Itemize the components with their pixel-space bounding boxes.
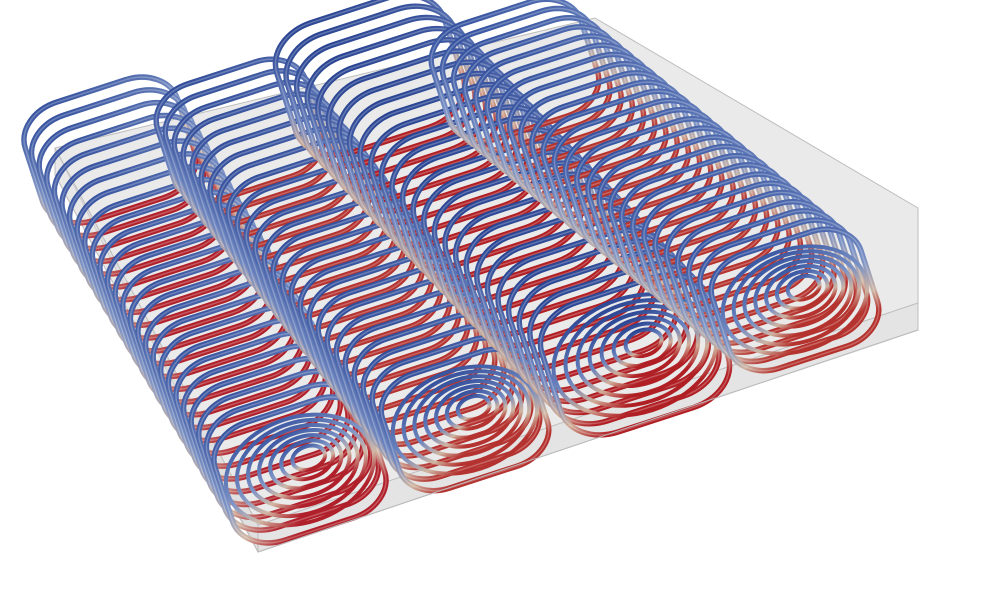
streamline-loop <box>21 74 199 226</box>
spiral-ring <box>412 374 524 458</box>
spiral-ring <box>764 264 838 320</box>
spiral-ring <box>279 438 336 482</box>
streamline-loop <box>389 115 584 281</box>
streamline-highlight <box>391 117 582 279</box>
streamline-loop <box>293 14 489 181</box>
streamline-loop <box>708 226 882 374</box>
spiral-ring <box>268 433 344 491</box>
spiral-ring <box>587 309 692 388</box>
spiral-ring <box>731 249 862 347</box>
streamline-highlight <box>539 274 731 436</box>
streamline-highlight <box>338 61 529 223</box>
streamline-loop <box>537 272 733 438</box>
streamline-highlight <box>30 89 205 237</box>
spiral-ring <box>223 412 377 528</box>
spiral-ring <box>611 321 673 369</box>
streamline-highlight <box>327 50 519 212</box>
streamline-highlight <box>710 228 880 372</box>
streamline-highlight <box>46 114 220 262</box>
streamline-highlight <box>476 207 667 369</box>
streamline-loop <box>304 25 500 192</box>
spiral-ring <box>434 384 508 440</box>
streamline-rolls <box>21 0 882 546</box>
streamline-highlight <box>380 348 550 492</box>
streamline-loop <box>686 208 860 355</box>
streamline-loop <box>336 59 531 225</box>
spiral-ring <box>234 417 368 519</box>
streamline-highlight <box>317 39 508 201</box>
streamline-loop <box>378 346 552 494</box>
streamline-highlight <box>38 102 212 250</box>
spiral-ring <box>774 269 830 311</box>
spiral-ring <box>290 443 327 472</box>
roll-3 <box>272 0 733 438</box>
roll-4 <box>428 0 882 374</box>
box-front-edge <box>257 329 919 553</box>
spiral-ring <box>401 369 532 467</box>
streamline-loop <box>315 37 510 203</box>
streamline-loop <box>44 112 222 264</box>
spiral-ring <box>720 244 870 356</box>
streamline-loop <box>474 205 669 371</box>
spiral-ring <box>423 379 516 449</box>
spiral-ring <box>444 389 500 431</box>
streamline-highlight <box>295 16 487 179</box>
streamline-loop <box>104 215 283 367</box>
streamline-loop <box>36 100 214 252</box>
spiral-ring <box>753 259 846 329</box>
spiral-ring <box>257 428 352 500</box>
spiral-ring <box>785 273 822 302</box>
streamline-highlight <box>23 76 197 224</box>
streamline-loop <box>28 87 207 239</box>
roll-2 <box>153 56 552 494</box>
spiral-ring <box>390 364 540 476</box>
streamline-highlight <box>106 217 281 365</box>
spiral-ring <box>623 327 664 359</box>
streamline-highlight <box>306 27 498 190</box>
spiral-ring <box>742 254 854 338</box>
spiral-ring <box>599 315 682 378</box>
spiral-ring <box>246 422 360 509</box>
spiral-ring <box>575 303 701 398</box>
streamline-loop <box>325 48 521 214</box>
streamline-highlight <box>688 210 858 353</box>
spiral-ring <box>455 393 492 422</box>
